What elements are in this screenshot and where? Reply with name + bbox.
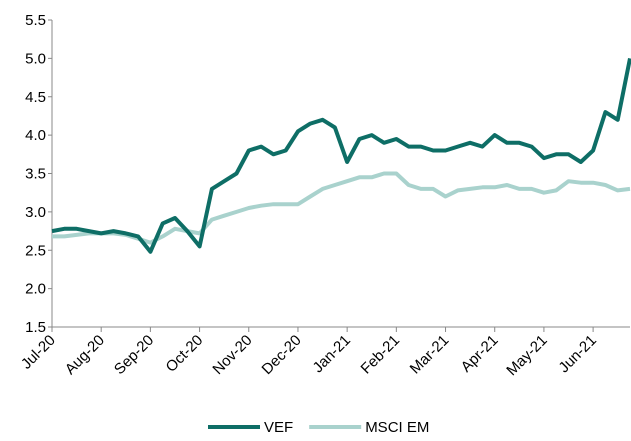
series-line <box>51 58 631 254</box>
series-line <box>52 171 631 245</box>
x-tick-label: Jan-21 <box>310 332 354 376</box>
x-tick-label: Apr-21 <box>458 332 502 376</box>
x-tick-label: Jun-21 <box>555 332 599 376</box>
legend-label: VEF <box>264 419 293 436</box>
y-tick-label: 3.0 <box>25 204 46 221</box>
legend-label: MSCI EM <box>365 419 429 436</box>
x-tick-label: Aug-20 <box>62 332 108 378</box>
x-tick-label: Mar-21 <box>407 332 453 378</box>
x-tick-label: Dec-20 <box>259 332 305 378</box>
y-tick-label: 2.5 <box>25 242 46 259</box>
y-tick-label: 3.5 <box>25 166 46 183</box>
y-tick-label: 4.5 <box>25 89 46 106</box>
y-tick-label: 5.5 <box>25 12 46 29</box>
x-tick-label: Sep-20 <box>111 332 157 378</box>
x-tick-label: Jul-20 <box>18 332 59 373</box>
x-tick-label: Oct-20 <box>163 332 207 376</box>
x-tick-label: May-21 <box>503 332 550 379</box>
y-tick-label: 5.0 <box>25 50 46 67</box>
y-tick-label: 2.0 <box>25 281 46 298</box>
x-tick-label: Nov-20 <box>209 332 255 378</box>
x-tick-label: Feb-21 <box>358 332 404 378</box>
y-tick-label: 1.5 <box>25 319 46 336</box>
y-tick-label: 4.0 <box>25 127 46 144</box>
